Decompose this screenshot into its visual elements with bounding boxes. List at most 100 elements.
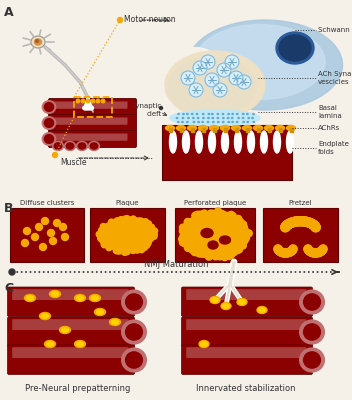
- Circle shape: [108, 222, 114, 228]
- Circle shape: [145, 239, 151, 245]
- Circle shape: [303, 218, 312, 226]
- Circle shape: [284, 220, 293, 229]
- Ellipse shape: [276, 32, 314, 64]
- Ellipse shape: [210, 296, 220, 304]
- Ellipse shape: [59, 326, 70, 334]
- Circle shape: [91, 99, 95, 103]
- Circle shape: [241, 227, 248, 234]
- Text: B: B: [4, 202, 13, 215]
- Ellipse shape: [212, 298, 219, 302]
- Circle shape: [126, 246, 132, 252]
- FancyBboxPatch shape: [7, 345, 134, 374]
- Circle shape: [103, 227, 109, 233]
- Circle shape: [39, 244, 46, 250]
- Circle shape: [210, 251, 217, 258]
- Circle shape: [146, 234, 152, 240]
- Circle shape: [196, 211, 203, 218]
- Circle shape: [240, 224, 247, 231]
- Circle shape: [146, 236, 152, 242]
- Circle shape: [313, 249, 321, 257]
- Ellipse shape: [52, 142, 63, 150]
- Circle shape: [126, 218, 132, 224]
- Ellipse shape: [165, 48, 225, 102]
- Bar: [180, 128, 182, 132]
- Circle shape: [112, 220, 118, 226]
- FancyBboxPatch shape: [182, 317, 313, 346]
- Ellipse shape: [88, 106, 94, 110]
- Circle shape: [306, 248, 314, 256]
- Circle shape: [243, 228, 250, 236]
- Bar: [175, 208, 255, 262]
- Circle shape: [99, 228, 105, 234]
- Circle shape: [298, 217, 307, 226]
- Circle shape: [195, 250, 202, 257]
- Ellipse shape: [50, 290, 61, 298]
- Circle shape: [132, 218, 138, 224]
- Circle shape: [114, 244, 120, 250]
- Circle shape: [319, 245, 327, 253]
- Circle shape: [145, 221, 151, 227]
- Ellipse shape: [66, 143, 74, 149]
- Circle shape: [105, 242, 111, 248]
- Circle shape: [294, 217, 303, 226]
- Ellipse shape: [201, 342, 207, 346]
- Circle shape: [311, 222, 320, 231]
- FancyBboxPatch shape: [12, 347, 128, 358]
- Circle shape: [96, 231, 102, 237]
- Ellipse shape: [86, 106, 90, 110]
- Circle shape: [293, 217, 302, 226]
- Ellipse shape: [126, 294, 143, 310]
- Circle shape: [274, 245, 282, 253]
- FancyBboxPatch shape: [7, 317, 134, 346]
- Circle shape: [241, 226, 248, 232]
- Bar: [213, 128, 215, 132]
- Circle shape: [286, 218, 295, 228]
- Ellipse shape: [44, 103, 54, 111]
- Circle shape: [180, 228, 187, 234]
- Bar: [263, 208, 338, 262]
- Circle shape: [282, 222, 291, 231]
- Circle shape: [286, 219, 295, 228]
- Circle shape: [281, 222, 290, 231]
- Circle shape: [276, 247, 284, 255]
- Ellipse shape: [122, 348, 146, 372]
- Circle shape: [309, 221, 319, 230]
- Circle shape: [234, 218, 241, 225]
- Circle shape: [318, 246, 326, 254]
- Circle shape: [218, 251, 225, 258]
- Text: ACh Synaptic
vescicles: ACh Synaptic vescicles: [318, 71, 352, 85]
- Circle shape: [304, 218, 313, 227]
- Circle shape: [99, 236, 105, 242]
- Ellipse shape: [176, 126, 186, 130]
- Circle shape: [128, 217, 134, 223]
- Circle shape: [214, 251, 221, 258]
- Bar: [190, 128, 194, 132]
- Circle shape: [245, 230, 252, 237]
- Circle shape: [235, 216, 242, 222]
- Bar: [224, 128, 226, 132]
- Ellipse shape: [209, 126, 219, 130]
- Ellipse shape: [51, 292, 58, 296]
- Circle shape: [239, 233, 246, 240]
- Circle shape: [303, 218, 313, 227]
- Circle shape: [302, 217, 311, 226]
- Circle shape: [149, 230, 155, 236]
- Circle shape: [143, 224, 149, 230]
- Circle shape: [299, 217, 308, 226]
- Circle shape: [220, 212, 227, 218]
- Ellipse shape: [184, 213, 246, 257]
- Circle shape: [114, 218, 120, 224]
- Circle shape: [277, 248, 285, 256]
- Circle shape: [308, 219, 316, 228]
- Ellipse shape: [300, 320, 324, 344]
- Circle shape: [305, 247, 313, 255]
- Circle shape: [122, 249, 128, 255]
- Ellipse shape: [221, 302, 231, 310]
- Circle shape: [290, 217, 299, 226]
- Circle shape: [206, 211, 213, 218]
- Circle shape: [240, 232, 247, 238]
- Circle shape: [86, 99, 90, 103]
- Circle shape: [275, 246, 282, 254]
- Ellipse shape: [300, 348, 324, 372]
- Circle shape: [143, 219, 149, 225]
